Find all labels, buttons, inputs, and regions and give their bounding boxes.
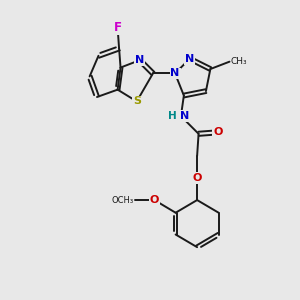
Text: S: S [133, 96, 141, 106]
Text: OCH₃: OCH₃ [112, 196, 134, 205]
Text: N: N [180, 111, 189, 121]
Text: N: N [135, 55, 144, 65]
Text: N: N [170, 68, 180, 78]
Text: N: N [185, 54, 194, 64]
Text: F: F [114, 21, 122, 34]
Text: O: O [213, 127, 222, 137]
Text: O: O [150, 195, 159, 205]
Text: CH₃: CH₃ [231, 57, 247, 66]
Text: H: H [168, 111, 177, 121]
Text: O: O [192, 173, 202, 183]
